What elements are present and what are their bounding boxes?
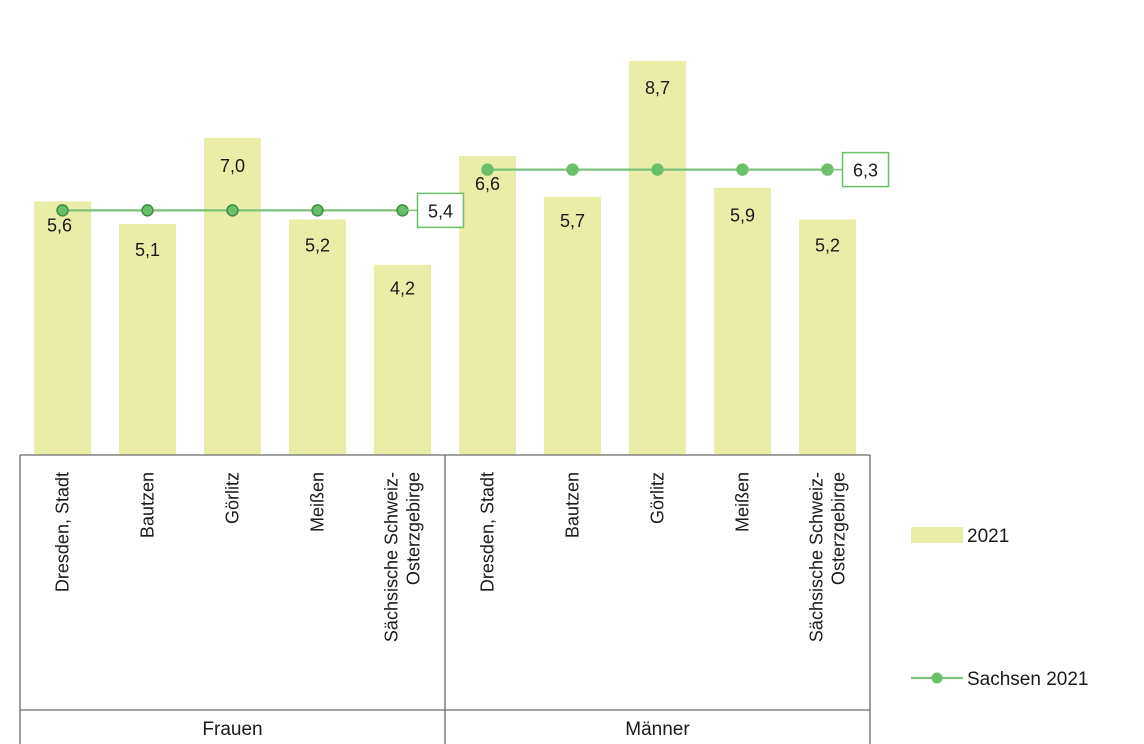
legend-label: 2021 <box>967 526 1009 547</box>
bar-value-label: 5,2 <box>815 235 840 255</box>
reference-marker <box>651 163 664 176</box>
reference-marker <box>56 204 69 217</box>
bar <box>374 264 431 455</box>
reference-marker <box>141 204 154 217</box>
category-tick-label: Bautzen <box>138 472 158 538</box>
bar <box>544 196 601 456</box>
bar-value-label: 5,9 <box>730 206 755 226</box>
line-value-label: 6,3 <box>853 161 878 181</box>
line-value-box <box>841 151 890 188</box>
bars-layer <box>34 60 856 456</box>
bar <box>119 223 176 455</box>
bar-value-label: 7,0 <box>220 156 245 176</box>
bar <box>289 219 346 455</box>
bar <box>204 137 261 455</box>
category-tick-label: Meißen <box>308 472 328 532</box>
reference-marker <box>566 163 579 176</box>
line-value-box <box>416 192 465 229</box>
category-tick-label: Sächsische Schweiz- <box>382 472 402 642</box>
bar-value-label: 5,1 <box>135 240 160 260</box>
category-axis: Dresden, Stadt Bautzen Görlitz Meißen Sächsi… <box>19 454 871 744</box>
bar-value-label: 5,7 <box>560 211 585 231</box>
category-tick-label: Dresden, Stadt <box>53 472 73 592</box>
category-tick-label: Görlitz <box>223 472 243 524</box>
group-label: Männer <box>625 719 690 740</box>
legend: 2021 Sachsen 2021 <box>911 526 1089 690</box>
bar <box>629 60 686 455</box>
bar <box>34 201 91 455</box>
bar-value-label: 6,6 <box>475 174 500 194</box>
bar-value-label: 8,7 <box>645 78 670 98</box>
bar-value-label: 5,2 <box>305 235 330 255</box>
line-value-label: 5,4 <box>428 201 453 221</box>
bar-value-label: 5,6 <box>47 215 72 235</box>
category-tick-label: Meißen <box>733 472 753 532</box>
reference-marker <box>311 204 324 217</box>
bar-labels-layer: 5,6 5,1 7,0 5,2 4,2 6,6 5,7 8,7 5,9 5,2 <box>47 78 840 299</box>
bar <box>459 156 516 455</box>
reference-marker <box>481 163 494 176</box>
category-tick-label: Bautzen <box>563 472 583 538</box>
category-tick-label: Osterzgebirge <box>829 472 849 585</box>
reference-marker <box>226 204 239 217</box>
group-label: Frauen <box>202 719 262 740</box>
category-tick-label: Dresden, Stadt <box>478 472 498 592</box>
legend-swatch-marker <box>931 672 943 684</box>
bar <box>714 187 771 456</box>
legend-label: Sachsen 2021 <box>967 669 1089 690</box>
category-tick-label: Osterzgebirge <box>404 472 424 585</box>
reference-marker <box>736 163 749 176</box>
category-tick-label: Görlitz <box>648 472 668 524</box>
bar-value-label: 4,2 <box>390 279 415 299</box>
category-tick-label: Sächsische Schweiz- <box>807 472 827 642</box>
lines-layer: 5,4 6,3 <box>56 151 890 229</box>
legend-swatch-bar <box>911 527 963 543</box>
bar <box>799 219 856 455</box>
